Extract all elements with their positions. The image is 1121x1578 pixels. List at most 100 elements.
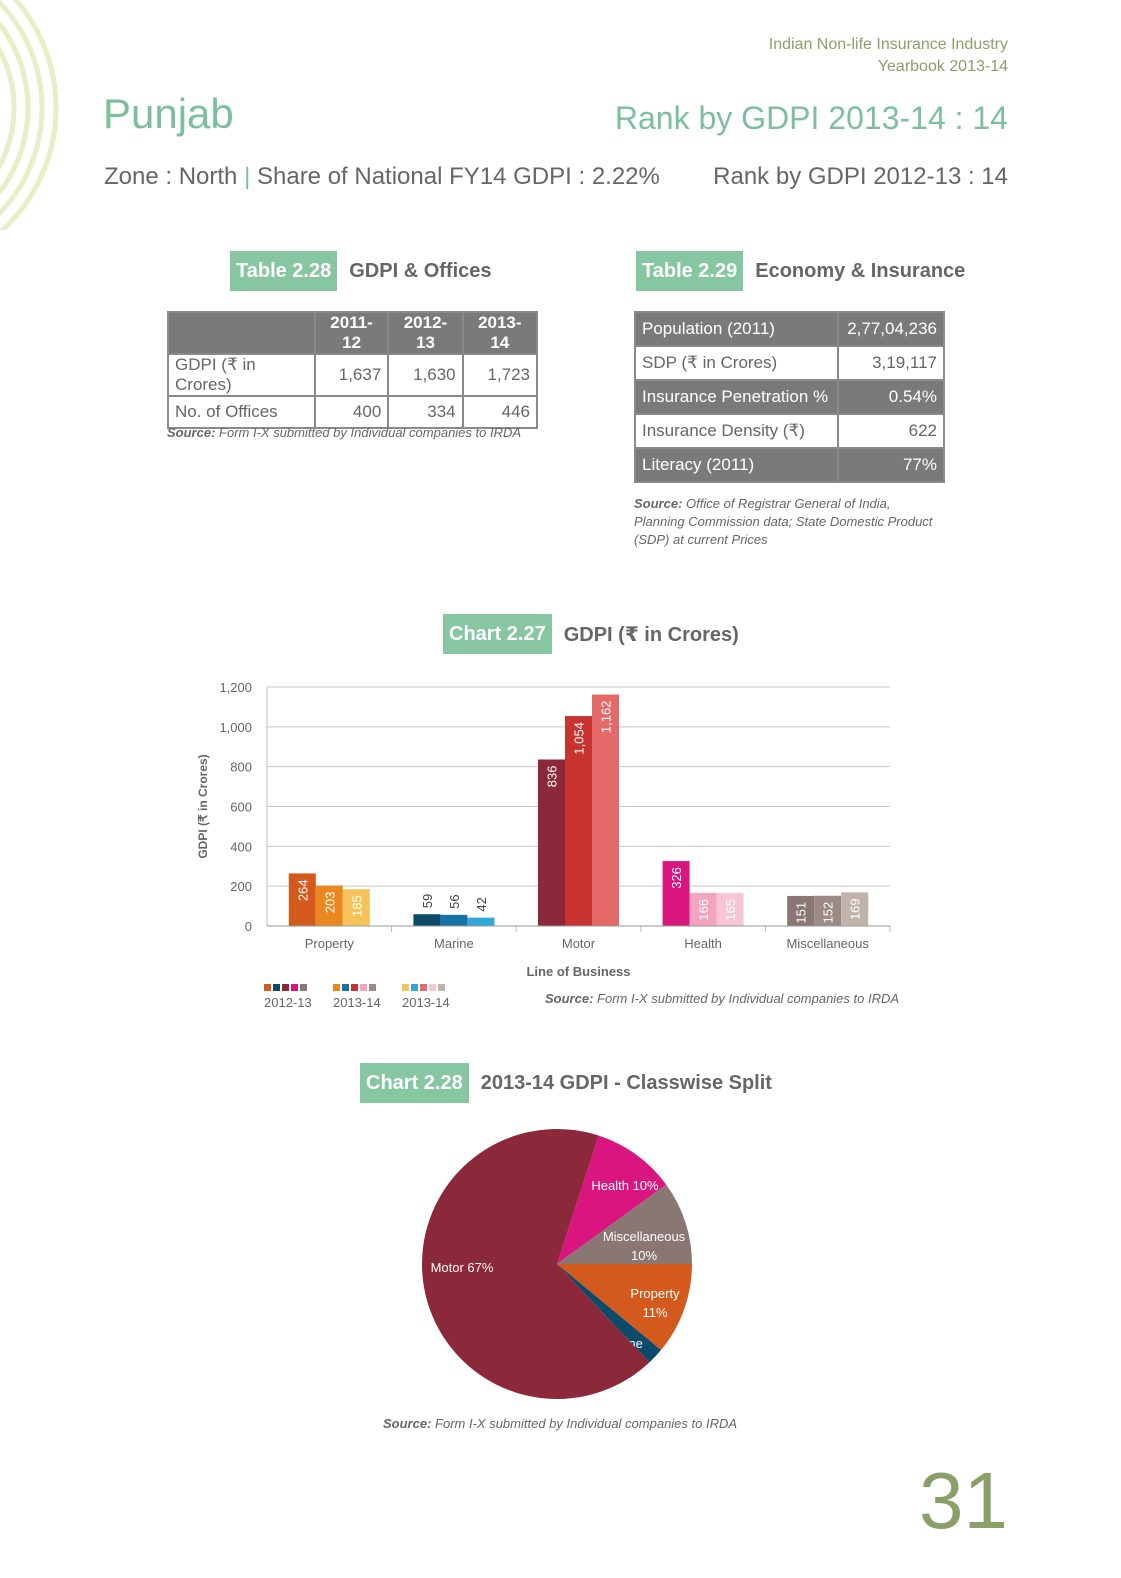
zone-separator: |	[244, 163, 251, 190]
table-header-cell: 2012-13	[387, 311, 464, 355]
y-tick-label: 800	[230, 760, 252, 775]
page-number: 31	[919, 1456, 1008, 1545]
economy-insurance-table: Population (2011) 2,77,04,236 SDP (₹ in …	[633, 311, 945, 483]
bar-data-label: 166	[696, 899, 711, 921]
legend-swatch	[369, 984, 376, 991]
y-tick-label: 1,000	[219, 720, 252, 735]
chart1-title: GDPI (₹ in Crores)	[563, 623, 739, 646]
publication-subtitle: Yearbook 2013-14	[877, 58, 1008, 75]
bar-data-label: 151	[794, 902, 809, 924]
y-tick-label: 1,200	[219, 680, 252, 695]
table-cell: 1,723	[461, 353, 539, 397]
source-text: Form I-X submitted by Individual compani…	[435, 1416, 738, 1431]
row-label: Population (2011)	[633, 311, 840, 347]
bar	[787, 895, 815, 926]
bar	[538, 759, 565, 926]
y-tick-label: 0	[245, 919, 252, 934]
table-cell: 0.54%	[837, 379, 945, 415]
source-label: Source:	[383, 1416, 432, 1431]
slice-category: Property	[630, 1286, 680, 1301]
bar-data-label: 326	[669, 867, 684, 889]
table-cell: 3,19,117	[837, 345, 945, 381]
rank-current: Rank by GDPI 2013-14 : 14	[614, 100, 1008, 136]
source-text: Office of Registrar General of India, Pl…	[634, 496, 933, 547]
publication-header: Indian Non-life Insurance Industry Yearb…	[769, 34, 1008, 78]
slice-percent: 67%	[467, 1260, 493, 1275]
rank-previous: Rank by GDPI 2012-13 : 14	[713, 163, 1008, 190]
slice-category: Health	[591, 1178, 632, 1193]
bar	[662, 861, 690, 926]
table1-badge: Table 2.28	[230, 251, 338, 291]
bar	[440, 914, 468, 926]
publication-title: Indian Non-life Insurance Industry	[768, 36, 1008, 53]
decorative-arcs	[0, 0, 59, 230]
bar	[565, 716, 592, 926]
bar-data-label: 42	[474, 897, 489, 911]
y-tick-label: 600	[230, 800, 252, 815]
pie-slice-label: Miscellaneous 10%	[603, 1229, 686, 1263]
x-tick-label: Motor	[562, 936, 596, 951]
table-row: Population (2011) 2,77,04,236	[633, 311, 945, 347]
legend-swatch	[420, 984, 427, 991]
legend-swatch	[429, 984, 436, 991]
bar	[315, 885, 343, 926]
source-text: Form I-X submitted by Individual compani…	[219, 425, 522, 440]
table-header-cell: 2013-14	[461, 311, 539, 355]
legend-swatch	[360, 984, 367, 991]
row-label: SDP (₹ in Crores)	[633, 345, 840, 381]
bar-data-label: 169	[848, 898, 863, 920]
table1-caption: Table 2.28 GDPI & Offices	[230, 251, 492, 291]
table-cell: 334	[387, 395, 464, 429]
table1-source: Source: Form I-X submitted by Individual…	[167, 424, 547, 442]
zone-share-line: Zone : North | Share of National FY14 GD…	[104, 163, 660, 191]
bar	[689, 892, 717, 926]
pie-slice	[422, 1129, 650, 1399]
pie-slice	[557, 1264, 662, 1363]
x-axis-label: Line of Business	[526, 964, 630, 979]
bar-data-label: 836	[545, 765, 560, 787]
x-tick-label: Miscellaneous	[787, 936, 870, 951]
legend-swatch	[273, 984, 280, 991]
legend-swatch	[300, 984, 307, 991]
pie-slice	[557, 1135, 667, 1264]
row-label: GDPI (₹ in Crores)	[167, 353, 316, 397]
legend-swatch	[402, 984, 409, 991]
table-row: No. of Offices 400 334 446	[167, 395, 539, 429]
bar	[342, 889, 370, 926]
legend-label: 2013-14	[402, 995, 450, 1010]
table-cell: 1,630	[387, 353, 464, 397]
bar-data-label: 1,162	[599, 701, 614, 734]
row-label: No. of Offices	[167, 395, 316, 429]
x-tick-label: Marine	[434, 936, 474, 951]
source-label: Source:	[167, 425, 216, 440]
table-row: GDPI (₹ in Crores) 1,637 1,630 1,723	[167, 353, 539, 397]
bar	[467, 917, 495, 926]
chart1-source: Source: Form I-X submitted by Individual…	[545, 990, 905, 1008]
gdpi-offices-table: 2011-12 2012-13 2013-14 GDPI (₹ in Crore…	[167, 311, 539, 429]
bar-data-label: 1,054	[572, 722, 587, 755]
bar-data-label: 152	[821, 902, 836, 924]
legend-label: 2013-14	[333, 995, 381, 1010]
chart2-badge: Chart 2.28	[360, 1063, 469, 1103]
bar-data-label: 165	[723, 899, 738, 921]
bar	[814, 895, 842, 926]
slice-category: Miscellaneous	[603, 1229, 686, 1244]
source-label: Source:	[545, 991, 594, 1006]
table2-source: Source: Office of Registrar General of I…	[634, 495, 944, 549]
pie-slice	[557, 1184, 692, 1264]
bar-data-label: 59	[420, 894, 435, 908]
bar-data-label: 185	[349, 895, 364, 917]
legend-swatch	[264, 984, 271, 991]
row-label: Literacy (2011)	[633, 447, 840, 483]
zone-label: Zone : North	[104, 163, 238, 190]
table2-badge: Table 2.29	[636, 251, 744, 291]
slice-percent: 10%	[633, 1178, 659, 1193]
table2-caption: Table 2.29 Economy & Insurance	[636, 251, 965, 291]
pie-slice-label: Health 10%	[591, 1178, 659, 1193]
legend-label: 2012-13	[264, 995, 312, 1010]
share-label: Share of National FY14 GDPI : 2.22%	[256, 163, 660, 190]
row-label: Insurance Density (₹)	[633, 413, 840, 449]
pie-slice-label: Property 11%	[630, 1286, 680, 1320]
legend-swatch	[342, 984, 349, 991]
